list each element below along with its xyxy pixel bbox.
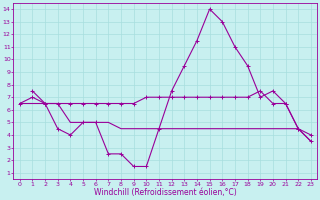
X-axis label: Windchill (Refroidissement éolien,°C): Windchill (Refroidissement éolien,°C): [94, 188, 237, 197]
